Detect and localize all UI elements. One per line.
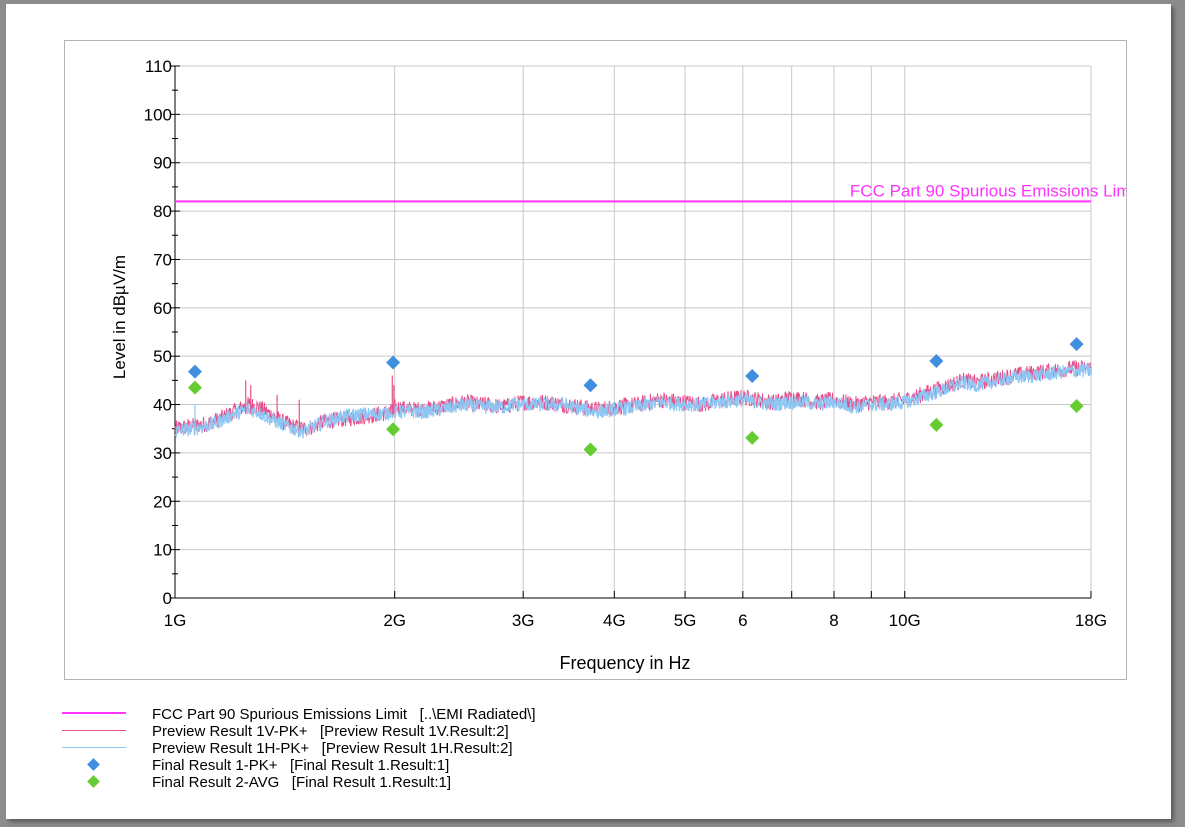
y-tick-label: 50 <box>153 347 172 366</box>
limit-line-label: FCC Part 90 Spurious Emissions Limit <box>850 181 1126 200</box>
x-tick-label: 1G <box>164 611 187 630</box>
blue-diamond-icon <box>87 758 100 771</box>
y-tick-label: 40 <box>153 396 172 415</box>
vertical-line-swatch <box>62 730 126 731</box>
legend-label: Preview Result 1V-PK+ [Preview Result 1V… <box>152 722 509 740</box>
x-tick-label: 3G <box>512 611 535 630</box>
avg-point <box>583 442 598 457</box>
x-tick-label: 2G <box>383 611 406 630</box>
y-tick-label: 70 <box>153 250 172 269</box>
y-tick-label: 90 <box>153 154 172 173</box>
legend-label: FCC Part 90 Spurious Emissions Limit [..… <box>152 705 536 723</box>
horizontal-trace <box>174 363 1093 439</box>
avg-point <box>1069 398 1084 413</box>
y-tick-label: 110 <box>145 57 172 76</box>
y-tick-label: 0 <box>163 589 172 608</box>
legend-label: Final Result 1-PK+ [Final Result 1.Resul… <box>152 756 450 774</box>
y-tick-label: 60 <box>153 299 172 318</box>
y-tick-label: 20 <box>153 492 172 511</box>
x-tick-label: 5G <box>674 611 697 630</box>
x-tick-label: 10G <box>889 611 921 630</box>
emissions-chart: 0 10 20 30 40 50 60 70 80 90 100 110 1G 2G 3G 4G 5G 6 8 10G… <box>110 57 1126 673</box>
pk-point <box>187 364 202 379</box>
legend-item-pk: Final Result 1-PK+ [Final Result 1.Resul… <box>56 756 449 774</box>
y-tick-label: 80 <box>153 202 172 221</box>
y-tick-label: 10 <box>153 541 172 560</box>
legend-item-horizontal: Preview Result 1H-PK+ [Preview Result 1H… <box>56 739 513 757</box>
x-tick-label: 8 <box>829 611 838 630</box>
horizontal-line-swatch <box>62 747 126 748</box>
y-tick-label: 100 <box>144 105 172 124</box>
limit-line-swatch <box>62 712 126 714</box>
y-axis-title: Level in dBµV/m <box>110 255 129 379</box>
legend-item-avg: Final Result 2-AVG [Final Result 1.Resul… <box>56 773 451 791</box>
avg-point <box>929 417 944 432</box>
pk-point <box>386 355 401 370</box>
y-tick-label: 30 <box>153 444 172 463</box>
avg-point <box>187 380 202 395</box>
report-sheet: 0 10 20 30 40 50 60 70 80 90 100 110 1G 2G 3G 4G 5G 6 8 10G… <box>6 4 1171 819</box>
legend-item-vertical: Preview Result 1V-PK+ [Preview Result 1V… <box>56 722 509 740</box>
green-diamond-icon <box>87 775 100 788</box>
x-axis-title: Frequency in Hz <box>559 653 690 673</box>
x-tick-label: 4G <box>603 611 626 630</box>
x-tick-label: 6 <box>738 611 747 630</box>
chart-frame: 0 10 20 30 40 50 60 70 80 90 100 110 1G 2G 3G 4G 5G 6 8 10G… <box>64 40 1127 680</box>
pk-point <box>929 354 944 369</box>
legend-item-limit: FCC Part 90 Spurious Emissions Limit [..… <box>56 705 536 723</box>
pk-point <box>1069 337 1084 352</box>
legend-label: Preview Result 1H-PK+ [Preview Result 1H… <box>152 739 513 757</box>
pk-point <box>583 378 598 393</box>
pk-point <box>745 369 760 384</box>
legend-label: Final Result 2-AVG [Final Result 1.Resul… <box>152 773 452 791</box>
x-tick-label: 18G <box>1075 611 1107 630</box>
avg-point <box>386 422 401 437</box>
avg-point <box>745 430 760 445</box>
